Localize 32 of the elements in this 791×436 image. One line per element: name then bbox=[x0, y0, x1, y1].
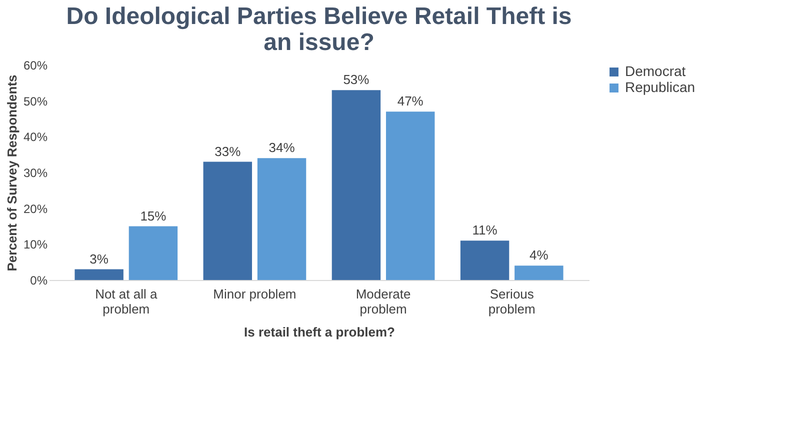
data-label: 11% bbox=[472, 222, 498, 238]
bar bbox=[203, 162, 252, 280]
data-label: 4% bbox=[530, 248, 549, 263]
y-tick-label: 0% bbox=[30, 274, 48, 288]
x-tick-label: Serious problem bbox=[488, 286, 536, 316]
bar bbox=[128, 226, 178, 280]
y-tick-label: 30% bbox=[23, 166, 48, 180]
legend-label: Democrat bbox=[625, 63, 686, 79]
data-label: 33% bbox=[214, 144, 242, 159]
bar bbox=[257, 158, 306, 280]
bar bbox=[514, 266, 564, 280]
x-tick-label: Not at all a problem bbox=[95, 286, 158, 316]
y-tick-label: 50% bbox=[23, 94, 48, 108]
x-tick-label: Minor problem bbox=[213, 286, 296, 302]
data-label: 53% bbox=[343, 72, 370, 88]
x-axis-title: Is retail theft a problem? bbox=[244, 324, 396, 340]
bar bbox=[332, 90, 381, 280]
legend-label: Republican bbox=[625, 79, 696, 95]
x-tick-label: Moderate problem bbox=[356, 286, 411, 316]
y-axis-title: Percent of Survey Respondents bbox=[4, 74, 20, 272]
y-tick-label: 60% bbox=[23, 58, 48, 72]
bar bbox=[74, 269, 124, 280]
chart-title: Do Ideological Parties Believe Retail Theft is an issue? bbox=[66, 3, 572, 56]
y-tick-label: 40% bbox=[23, 130, 48, 144]
bar bbox=[386, 112, 435, 280]
y-tick-label: 20% bbox=[23, 202, 48, 216]
data-label: 3% bbox=[90, 251, 109, 266]
bar bbox=[460, 240, 510, 280]
data-label: 47% bbox=[397, 94, 424, 109]
data-label: 15% bbox=[140, 208, 167, 224]
y-tick-label: 10% bbox=[23, 238, 48, 252]
data-label: 34% bbox=[268, 140, 296, 156]
